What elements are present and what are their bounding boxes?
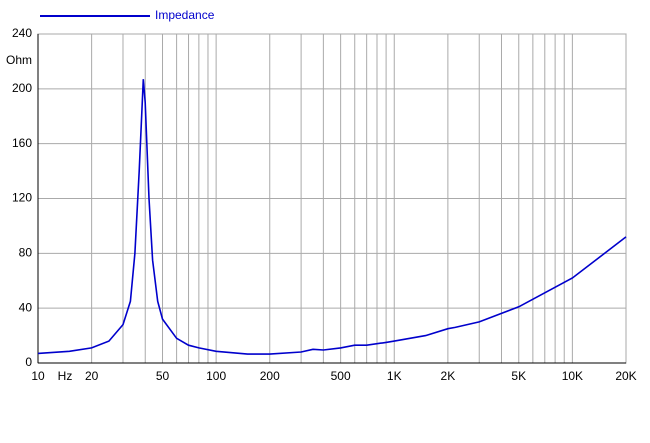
x-tick-label: 20 (85, 369, 99, 383)
y-axis-label: Ohm (6, 53, 32, 67)
y-tick-label: 240 (12, 26, 32, 40)
x-tick-label: 100 (206, 369, 226, 383)
x-tick-label: 200 (260, 369, 280, 383)
x-axis-label: Hz (58, 369, 73, 383)
y-tick-label: 200 (12, 81, 32, 95)
x-tick-label: 2K (441, 369, 456, 383)
y-tick-label: 40 (19, 300, 33, 314)
x-tick-label: 20K (615, 369, 636, 383)
x-tick-label: 500 (331, 369, 351, 383)
y-tick-label: 120 (12, 191, 32, 205)
x-tick-label: 5K (511, 369, 526, 383)
y-tick-label: 80 (19, 246, 33, 260)
y-tick-label: 0 (25, 355, 32, 369)
y-tick-label: 160 (12, 136, 32, 150)
legend-label: Impedance (155, 8, 215, 22)
x-tick-label: 50 (156, 369, 170, 383)
impedance-line (37, 79, 627, 355)
x-tick-label: 10 (31, 369, 45, 383)
x-tick-label: 10K (562, 369, 583, 383)
x-tick-label: 1K (387, 369, 402, 383)
